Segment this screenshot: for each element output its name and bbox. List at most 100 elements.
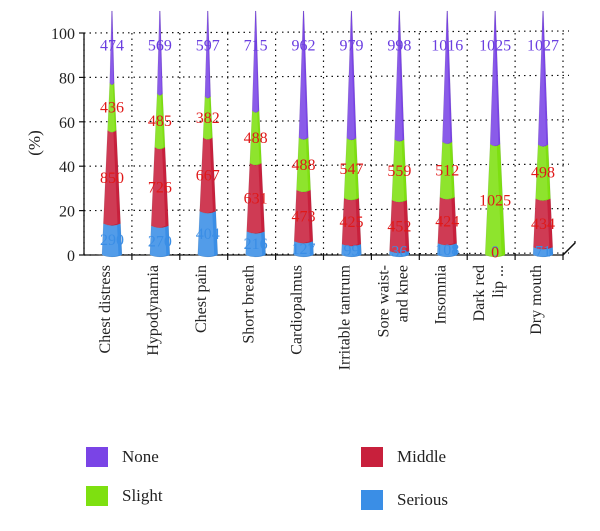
x-tick-label: Cardiopalmus [289, 265, 306, 355]
data-labels: 290 850 436 474 270 726 485 569 404 667 382 597 216 6… [100, 37, 559, 261]
data-label-none: 569 [148, 37, 172, 54]
cone-segment-shine [194, 211, 215, 257]
data-label-slight: 498 [531, 165, 555, 182]
cone-segment-shine [247, 110, 260, 166]
cone-segment-shine [338, 198, 358, 247]
data-label-slight: 436 [100, 99, 124, 116]
cone-segment-shine [529, 247, 550, 257]
data-label-slight: 1025 [479, 193, 511, 210]
data-label-serious: 99 [343, 243, 359, 260]
y-tick-label: 40 [59, 159, 75, 176]
y-tick-label: 60 [59, 115, 75, 132]
tick-labels: 0 20 40 60 80 100 Chest distress Hypodynamia Che… [51, 26, 545, 370]
data-label-serious: 71 [535, 244, 551, 261]
x-tick-label: Dark red lip ... [471, 265, 507, 321]
x-tick-label: Sore waist-and knee [375, 265, 411, 337]
data-label-none: 979 [339, 37, 363, 54]
data-label-middle: 424 [435, 213, 459, 230]
data-label-none: 715 [244, 37, 268, 54]
x-tick-label: Irritable tantrum [336, 264, 353, 370]
cone-segment-shine [434, 197, 454, 246]
cone-segment-shine [250, 11, 258, 113]
y-tick-label: 20 [59, 204, 75, 221]
data-label-none: 1027 [527, 37, 559, 54]
grid-line-h [83, 163, 570, 167]
grid-line-h [83, 208, 570, 212]
cone-segment-shine [290, 189, 310, 244]
cone-segment-shine [532, 144, 548, 201]
cone-segment-shine [294, 137, 309, 192]
cone-series [98, 10, 554, 258]
data-label-none: 597 [196, 37, 220, 54]
cone-segment-shine [341, 138, 357, 201]
data-label-none: 474 [100, 37, 124, 54]
grid-line-h [83, 119, 570, 123]
x-tick-label: Chest pain [193, 265, 210, 333]
data-label-serious: 108 [435, 242, 459, 259]
grid-line-h [83, 74, 570, 78]
grid-line-h [83, 30, 570, 34]
y-tick-label: 0 [67, 248, 75, 265]
data-label-none: 962 [292, 37, 316, 54]
data-label-middle: 473 [292, 209, 316, 226]
data-label-none: 1016 [431, 37, 463, 54]
data-label-serious: 127 [292, 241, 316, 258]
cone-segment-shine [106, 82, 115, 133]
data-label-middle: 631 [244, 190, 268, 207]
cone-segment-shine [536, 11, 547, 147]
data-label-slight: 512 [435, 163, 459, 180]
data-label-slight: 559 [387, 163, 411, 180]
data-label-slight: 382 [196, 110, 220, 127]
axes [79, 32, 576, 260]
cone-segment-shine [243, 163, 262, 234]
x-tick-label: Short breath [241, 265, 258, 344]
data-label-middle: 850 [100, 170, 124, 187]
data-label-slight: 485 [148, 113, 172, 130]
data-label-none: 1025 [479, 37, 511, 54]
cone-segment-shine [148, 147, 166, 228]
grid-line-h [83, 252, 570, 256]
x-tick-label: Insomnia [432, 265, 449, 325]
cone-segment-shine [290, 241, 311, 257]
cone-segment-shine [481, 144, 502, 257]
data-label-slight: 488 [292, 157, 316, 174]
data-label-middle: 726 [148, 179, 172, 196]
data-label-slight: 547 [339, 161, 363, 178]
cone-segment-shine [337, 244, 358, 257]
cone-segment-shine [100, 130, 118, 226]
data-label-middle: 434 [531, 216, 555, 233]
cone-segment-shine [433, 243, 454, 257]
y-tick-label: 100 [51, 26, 75, 43]
cone-segment-shine [437, 141, 453, 200]
data-label-middle: 667 [196, 167, 220, 184]
data-label-middle: 425 [339, 214, 363, 231]
cone-segment-shine [242, 231, 263, 257]
cone-segment-shine [201, 96, 211, 140]
x-axis-depth [562, 242, 576, 256]
cone-segment-shine [440, 11, 451, 144]
y-axis-label: (%) [25, 130, 44, 155]
cone-segment-shine [146, 225, 167, 257]
cone-segment-shine [530, 198, 550, 250]
cone-segment-shine [345, 11, 355, 141]
data-label-none: 998 [387, 37, 411, 54]
data-label-middle: 0 [491, 245, 499, 262]
data-label-serious: 404 [196, 226, 220, 243]
cone-segment-shine [203, 11, 210, 99]
cone-segment-shine [152, 93, 164, 150]
cone-segment-shine [108, 11, 114, 85]
cone-segment-shine [196, 137, 213, 214]
data-label-serious: 270 [148, 233, 172, 250]
data-label-slight: 488 [244, 130, 268, 147]
cone-segment-shine [392, 11, 403, 142]
data-label-serious: 290 [100, 232, 124, 249]
cone-segment-shine [156, 11, 162, 96]
y-tick-label: 80 [59, 70, 75, 87]
cone-segment-shine [389, 139, 405, 203]
cone-segment-shine [297, 11, 307, 140]
cone-segment-shine [386, 200, 406, 254]
data-label-serious: 36 [391, 244, 407, 261]
cone-segment-shine [98, 223, 119, 257]
x-tick-label: Chest distress [97, 265, 114, 353]
